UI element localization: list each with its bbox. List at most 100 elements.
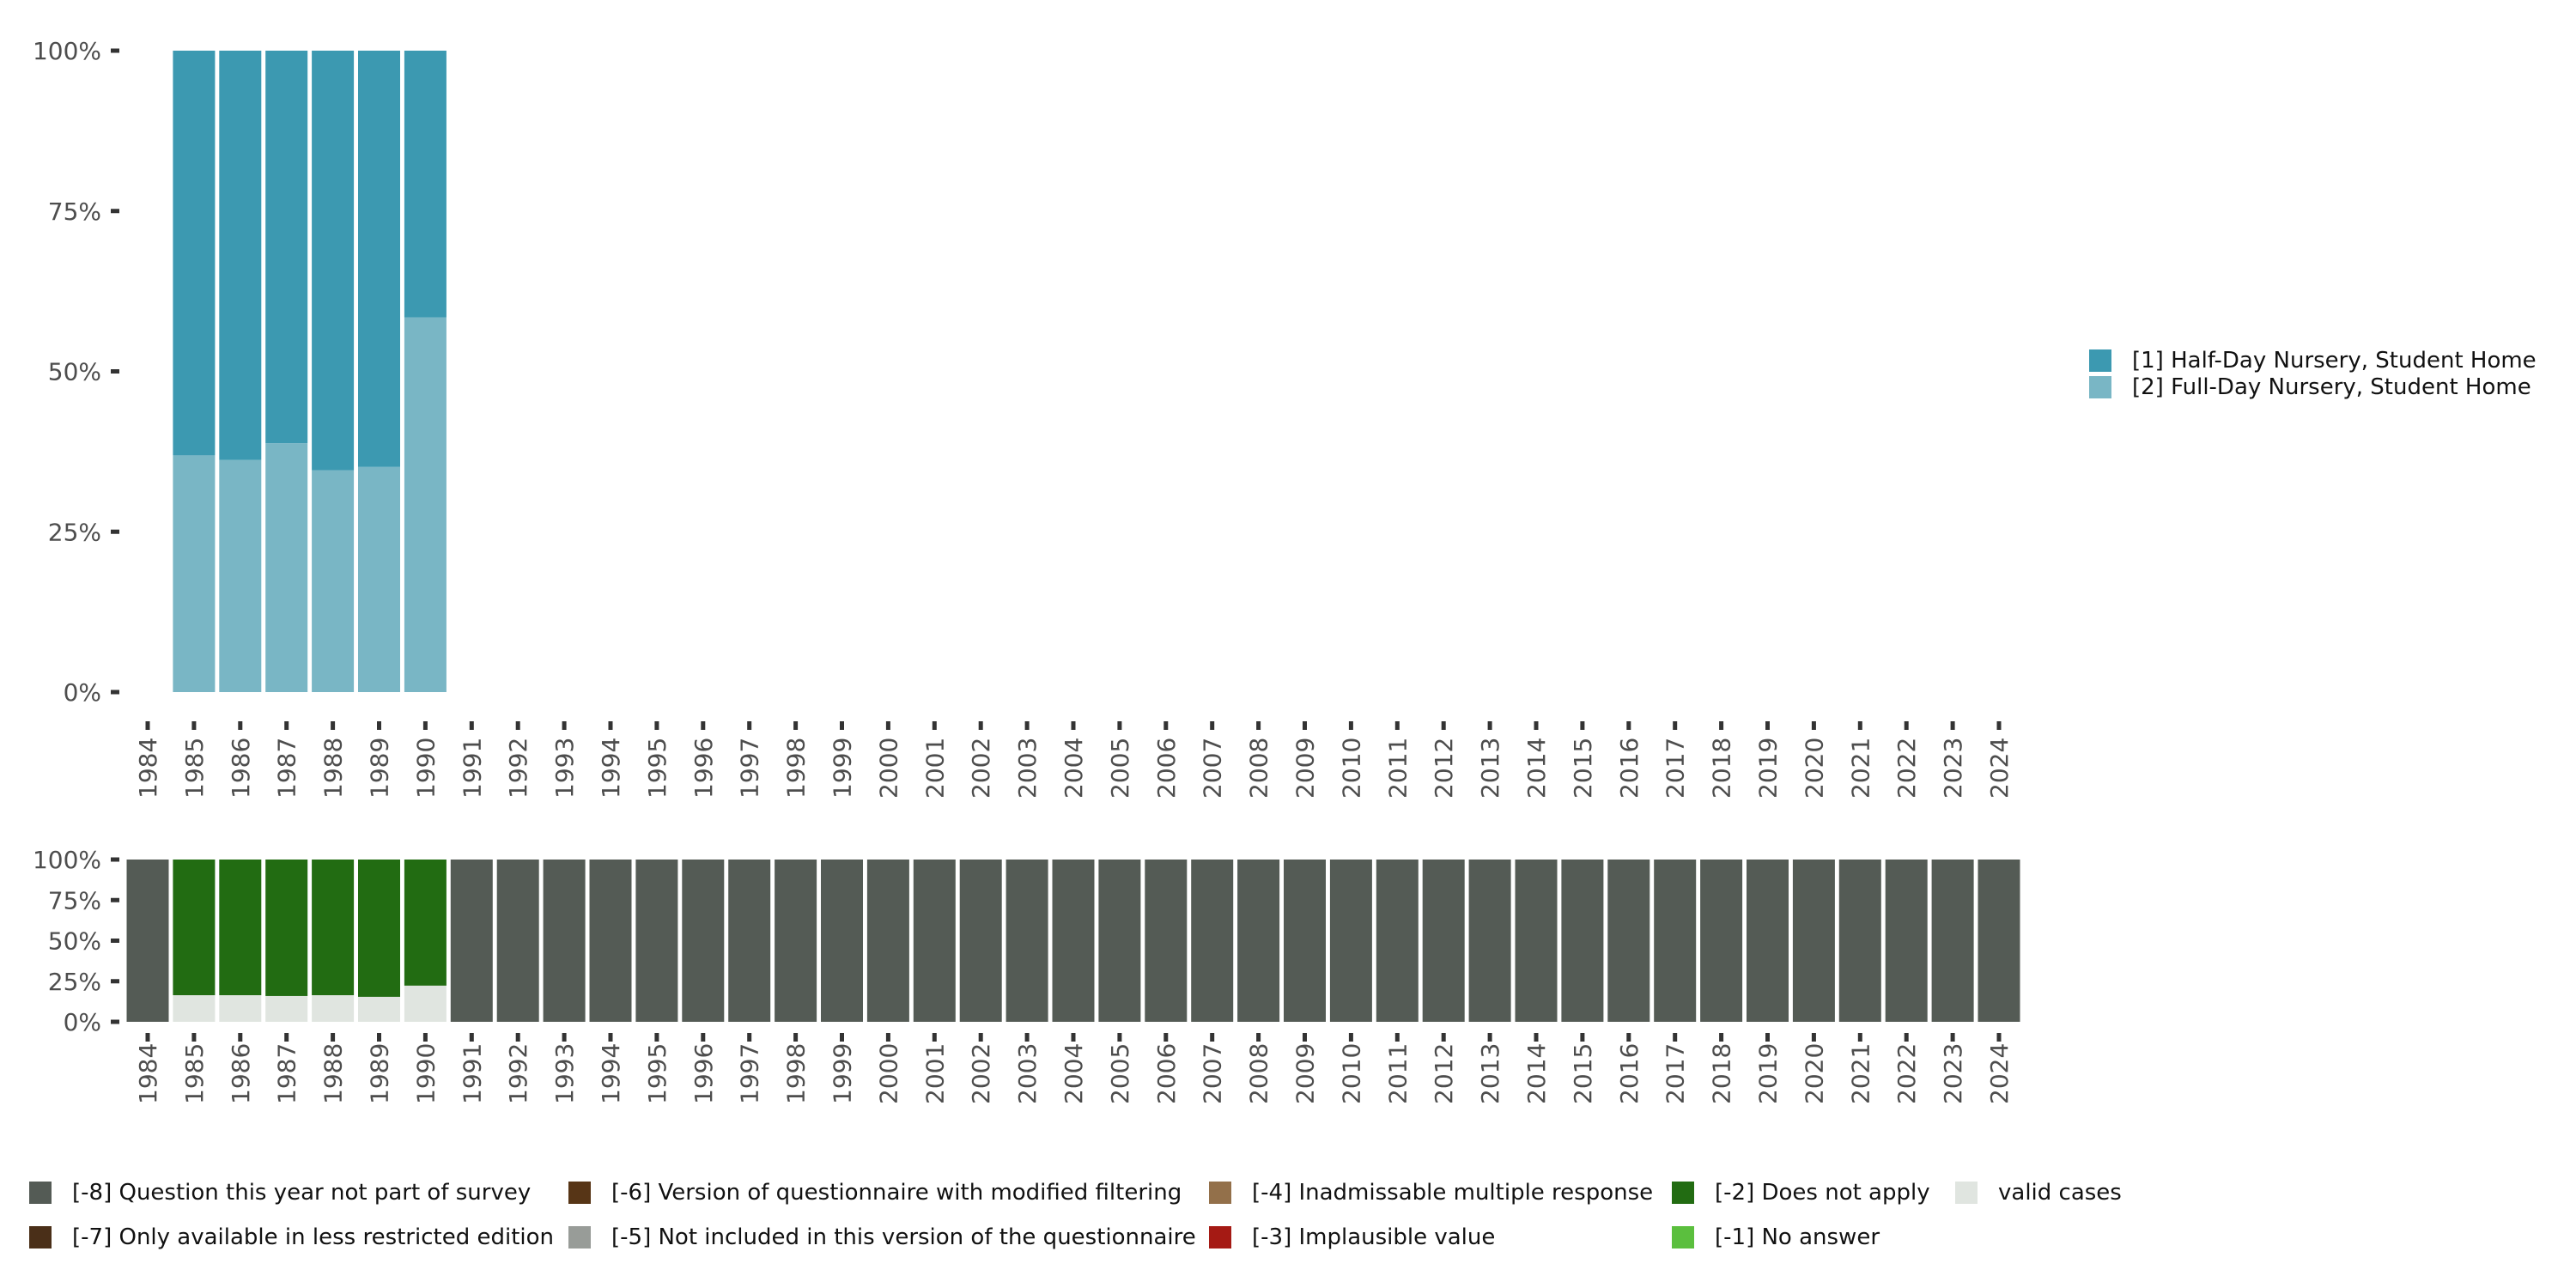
legend-swatch bbox=[568, 1226, 591, 1249]
top-x-tick-mark bbox=[1950, 721, 1955, 730]
top-x-tick-label: 2006 bbox=[1152, 738, 1181, 799]
top-x-tick-label: 2002 bbox=[967, 738, 995, 799]
top-x-tick-mark bbox=[1210, 721, 1215, 730]
bottom-y-tick-mark bbox=[111, 1019, 119, 1024]
bottom-x-tick-mark bbox=[422, 1033, 428, 1042]
top-x-tick-label: 2022 bbox=[1893, 738, 1921, 799]
top-x-tick-label: 2007 bbox=[1199, 738, 1227, 799]
top-x-tick-mark bbox=[932, 721, 937, 730]
bottom-y-tick-mark bbox=[111, 897, 119, 902]
top-x-tick-label: 1986 bbox=[227, 738, 255, 799]
bottom-y-tick-label: 0% bbox=[64, 1008, 101, 1036]
bottom-x-tick-label: 2024 bbox=[1985, 1043, 2014, 1104]
bottom-x-tick-mark bbox=[1071, 1033, 1076, 1042]
bottom-x-tick-mark bbox=[515, 1033, 520, 1042]
bottom-x-tick-mark bbox=[1719, 1033, 1724, 1042]
bottom-x-tick-mark bbox=[978, 1033, 983, 1042]
bottom-x-tick-label: 2001 bbox=[920, 1043, 949, 1104]
bottom-y-tick-label: 75% bbox=[48, 886, 101, 914]
top-bar-1988--2-full-day-nursery-student-home bbox=[312, 470, 355, 692]
bottom-bar-2023--8-question-this-year-not-part-of-survey bbox=[1931, 860, 1974, 1022]
top-x-tick-mark bbox=[1765, 721, 1770, 730]
bottom-x-tick-mark bbox=[1580, 1033, 1585, 1042]
top-x-tick-label: 2005 bbox=[1106, 738, 1134, 799]
top-x-tick-mark bbox=[1256, 721, 1261, 730]
legend-label: [-2] Does not apply bbox=[1715, 1180, 1930, 1206]
top-x-tick-label: 2016 bbox=[1615, 738, 1643, 799]
bottom-bar-1990--2-does-not-apply bbox=[404, 860, 447, 986]
top-x-tick-label: 1996 bbox=[690, 738, 718, 799]
bottom-x-tick-mark bbox=[1765, 1033, 1770, 1042]
top-x-tick-label: 1985 bbox=[180, 738, 209, 799]
legend-item: valid cases bbox=[1955, 1180, 2122, 1206]
top-x-tick-mark bbox=[284, 721, 289, 730]
bottom-x-tick-mark bbox=[840, 1033, 844, 1042]
bottom-bar-2006--8-question-this-year-not-part-of-survey bbox=[1145, 860, 1188, 1022]
legend-label: [2] Full-Day Nursery, Student Home bbox=[2132, 374, 2531, 400]
bottom-x-tick-mark bbox=[562, 1033, 567, 1042]
bottom-bar-2002--8-question-this-year-not-part-of-survey bbox=[959, 860, 1002, 1022]
top-x-tick-mark bbox=[1857, 721, 1862, 730]
top-x-tick-label: 1992 bbox=[504, 738, 532, 799]
top-x-tick-label: 2019 bbox=[1754, 738, 1783, 799]
top-x-tick-mark bbox=[654, 721, 659, 730]
legend-item: [2] Full-Day Nursery, Student Home bbox=[2089, 374, 2531, 400]
top-x-tick-mark bbox=[1441, 721, 1446, 730]
bottom-y-tick-label: 50% bbox=[48, 927, 101, 956]
bottom-bar-1993--8-question-this-year-not-part-of-survey bbox=[543, 860, 586, 1022]
bottom-x-tick-mark bbox=[885, 1033, 890, 1042]
legend-item: [1] Half-Day Nursery, Student Home bbox=[2089, 348, 2537, 374]
bottom-bar-1989-valid-cases bbox=[358, 996, 400, 1022]
bottom-x-tick-label: 1998 bbox=[782, 1043, 811, 1104]
top-x-tick-mark bbox=[1024, 721, 1030, 730]
top-x-tick-mark bbox=[608, 721, 613, 730]
top-x-tick-label: 2008 bbox=[1245, 738, 1273, 799]
top-x-tick-label: 2018 bbox=[1708, 738, 1736, 799]
top-y-tick-mark bbox=[111, 690, 119, 695]
top-x-tick-mark bbox=[469, 721, 474, 730]
top-x-tick-label: 2012 bbox=[1430, 738, 1458, 799]
bottom-bar-1991--8-question-this-year-not-part-of-survey bbox=[450, 860, 493, 1022]
bottom-bar-2024--8-question-this-year-not-part-of-survey bbox=[1978, 860, 2020, 1022]
legend-label: [-6] Version of questionnaire with modif… bbox=[611, 1180, 1182, 1206]
legend-swatch bbox=[29, 1182, 52, 1204]
bottom-x-tick-label: 1988 bbox=[319, 1043, 348, 1104]
bottom-x-tick-label: 1991 bbox=[458, 1043, 486, 1104]
bottom-x-tick-label: 1993 bbox=[550, 1043, 579, 1104]
bottom-bar-2022--8-question-this-year-not-part-of-survey bbox=[1885, 860, 1928, 1022]
legend-label: [-8] Question this year not part of surv… bbox=[72, 1180, 532, 1206]
top-x-tick-mark bbox=[562, 721, 567, 730]
bottom-bar-2009--8-question-this-year-not-part-of-survey bbox=[1284, 860, 1326, 1022]
bottom-x-tick-mark bbox=[1256, 1033, 1261, 1042]
legend-swatch bbox=[1672, 1182, 1694, 1204]
top-y-tick-label: 75% bbox=[48, 197, 101, 226]
top-x-tick-label: 1998 bbox=[782, 738, 811, 799]
top-y-tick-label: 100% bbox=[33, 37, 101, 65]
bottom-bar-2013--8-question-this-year-not-part-of-survey bbox=[1468, 860, 1511, 1022]
bottom-x-tick-mark bbox=[1811, 1033, 1816, 1042]
top-x-tick-label: 2010 bbox=[1337, 738, 1365, 799]
top-x-tick-mark bbox=[978, 721, 983, 730]
bottom-x-tick-mark bbox=[1626, 1033, 1631, 1042]
bottom-x-tick-label: 2015 bbox=[1569, 1043, 1597, 1104]
bottom-x-tick-label: 2004 bbox=[1060, 1043, 1088, 1104]
legend-item: [-6] Version of questionnaire with modif… bbox=[568, 1180, 1182, 1206]
bottom-x-tick-label: 2003 bbox=[1013, 1043, 1042, 1104]
top-x-tick-mark bbox=[515, 721, 520, 730]
top-bar-1987--1-half-day-nursery-student-home bbox=[265, 51, 308, 444]
top-x-tick-mark bbox=[422, 721, 428, 730]
top-x-tick-label: 2014 bbox=[1522, 738, 1551, 799]
bottom-x-tick-mark bbox=[1210, 1033, 1215, 1042]
bottom-x-tick-mark bbox=[1394, 1033, 1400, 1042]
bottom-x-tick-mark bbox=[1163, 1033, 1169, 1042]
top-x-tick-mark bbox=[191, 721, 197, 730]
top-x-tick-label: 2020 bbox=[1800, 738, 1828, 799]
top-y-tick-label: 0% bbox=[64, 678, 101, 707]
top-x-tick-mark bbox=[840, 721, 844, 730]
bottom-y-tick-mark bbox=[111, 939, 119, 943]
bottom-bar-2004--8-question-this-year-not-part-of-survey bbox=[1052, 860, 1095, 1022]
bottom-x-tick-label: 2018 bbox=[1708, 1043, 1736, 1104]
legend-item: [-8] Question this year not part of surv… bbox=[29, 1180, 531, 1206]
bottom-x-tick-label: 1990 bbox=[411, 1043, 440, 1104]
legend-label: valid cases bbox=[1998, 1180, 2122, 1206]
